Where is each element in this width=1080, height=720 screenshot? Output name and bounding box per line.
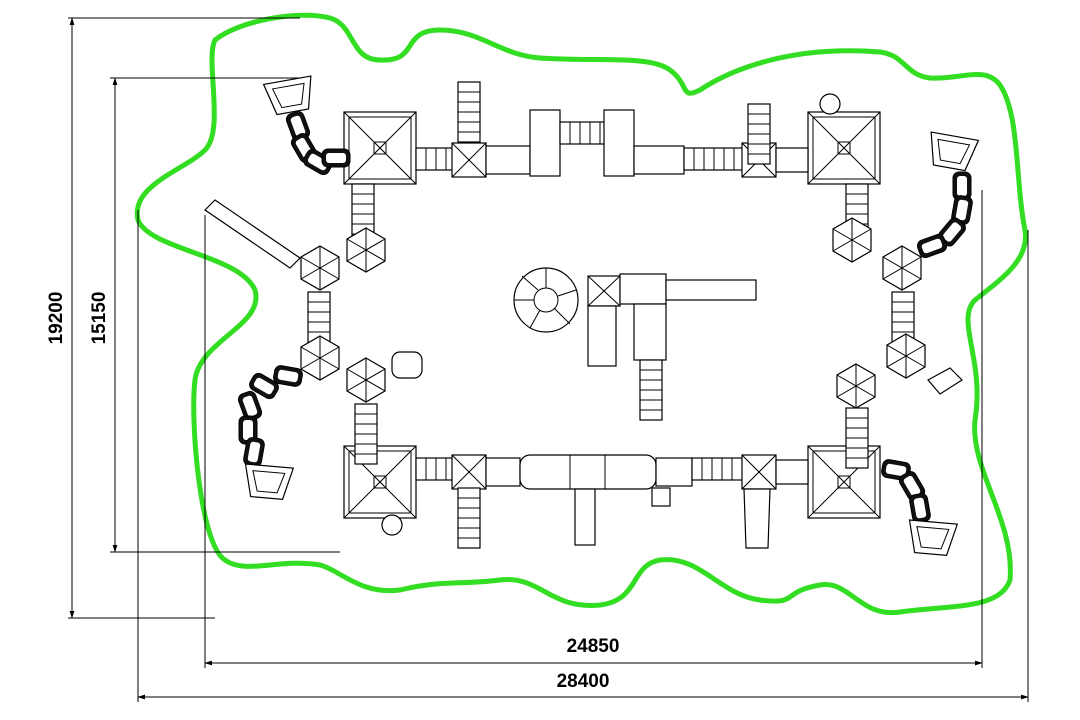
center-structure [513,267,757,421]
tunnel-top-right [603,109,635,177]
hex-left-4 [346,357,386,403]
dim-outer-height: 19200 [46,292,67,345]
tower-bottom-right [807,445,881,519]
safety-zone-outline [134,12,1028,616]
slide-center [665,279,757,301]
tube-slide-left [236,364,304,501]
ladder-top-b [747,103,771,165]
tube-slide-top-right [915,131,980,260]
ladder-right-bottom [845,407,869,469]
playground-structures [204,75,980,557]
ladder-top-a [457,81,481,143]
slide-bottom-center [574,488,596,546]
bridge-top-3 [683,147,745,171]
tunnel-top-left [529,109,561,177]
tower-top-left [343,111,417,185]
hex-left-2 [300,245,340,291]
ladder-center [639,359,663,421]
hex-left-3 [300,335,340,381]
ladder-left-bottom [354,403,378,465]
tunnel-bottom [519,454,657,490]
dim-inner-height: 15150 [89,292,110,345]
hex-right-4 [836,363,876,409]
dim-inner-width: 24850 [567,636,620,657]
dimension-lines [68,17,1029,702]
spring-left [391,351,423,379]
tube-slide-top-left [262,75,351,178]
ladder-bottom-a [457,487,481,549]
hex-right-2 [882,245,922,291]
net-bottom [743,488,771,549]
slide-right-mid [927,367,963,395]
dim-outer-width: 28400 [557,671,610,692]
dome-bottom-left [381,514,403,536]
tower-top-right [807,111,881,185]
slide-left-top [204,199,301,269]
tube-slide-bottom-right [880,458,958,557]
dome-top-right [819,93,841,115]
